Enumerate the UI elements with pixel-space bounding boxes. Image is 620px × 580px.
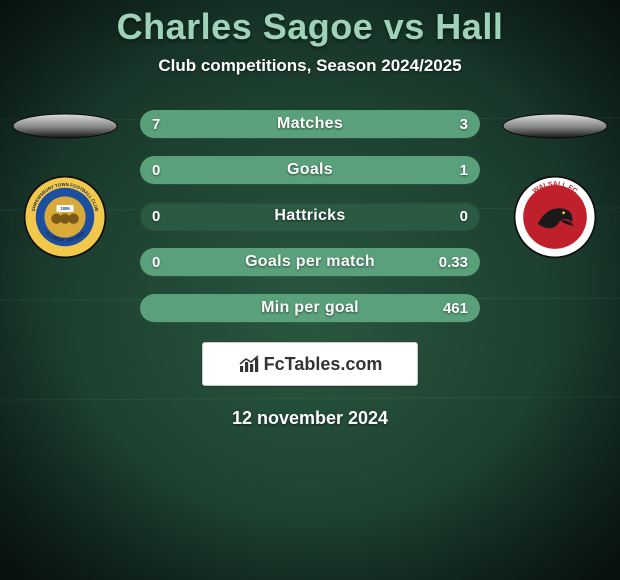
logo-text: FcTables.com bbox=[264, 354, 383, 375]
svg-text:1886: 1886 bbox=[60, 206, 70, 211]
site-logo-box: FcTables.com bbox=[202, 342, 418, 386]
stat-right-value: 1 bbox=[448, 162, 480, 179]
player-right-col: WALSALL FC bbox=[500, 110, 610, 260]
club-crest-left: 1886 SHREWSBURY TOWN FOOTBALL CLUB FLORE… bbox=[22, 174, 108, 260]
stat-right-value: 0.33 bbox=[427, 254, 480, 271]
bar-chart-icon bbox=[238, 354, 262, 374]
logo-suffix: Tables.com bbox=[285, 354, 383, 374]
stat-label: Min per goal bbox=[140, 299, 480, 317]
stats-column: 7Matches30Goals10Hattricks00Goals per ma… bbox=[140, 110, 480, 322]
stat-label: Hattricks bbox=[140, 207, 480, 225]
stat-right-value: 461 bbox=[431, 300, 480, 317]
generated-date: 12 november 2024 bbox=[232, 408, 388, 429]
stat-label: Goals bbox=[140, 161, 480, 179]
player-left-col: 1886 SHREWSBURY TOWN FOOTBALL CLUB FLORE… bbox=[10, 110, 120, 260]
stat-bar: 0Goals per match0.33 bbox=[140, 248, 480, 276]
stat-right-value: 0 bbox=[448, 208, 480, 225]
photo-slot-right bbox=[500, 112, 610, 140]
stat-bar: 7Matches3 bbox=[140, 110, 480, 138]
comparison-row: 1886 SHREWSBURY TOWN FOOTBALL CLUB FLORE… bbox=[0, 110, 620, 322]
photo-slot-left bbox=[10, 112, 120, 140]
stat-label: Matches bbox=[140, 115, 480, 133]
logo-prefix: Fc bbox=[264, 354, 285, 374]
stat-bar: 0Hattricks0 bbox=[140, 202, 480, 230]
stat-bar: 0Goals1 bbox=[140, 156, 480, 184]
page-title: Charles Sagoe vs Hall bbox=[117, 6, 504, 48]
stat-bar: Min per goal461 bbox=[140, 294, 480, 322]
page-subtitle: Club competitions, Season 2024/2025 bbox=[158, 56, 461, 76]
club-crest-right: WALSALL FC bbox=[512, 174, 598, 260]
stat-right-value: 3 bbox=[448, 116, 480, 133]
